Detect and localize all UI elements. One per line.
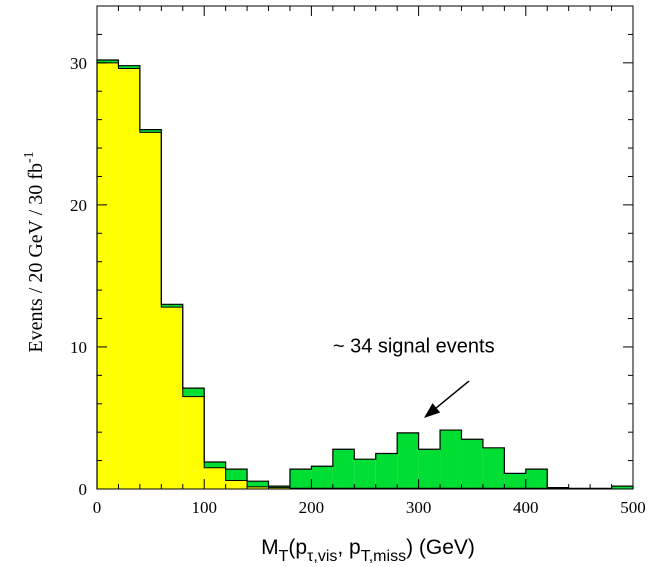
bar-signal — [225, 469, 248, 481]
bar-signal — [461, 439, 483, 489]
bar-background — [118, 68, 140, 489]
bar-signal — [311, 466, 333, 489]
x-tick-label: 400 — [513, 498, 539, 517]
x-axis-title: MT(pτ,vis, pT,miss) (GeV) — [261, 536, 475, 565]
bar-signal — [332, 449, 355, 489]
y-tick-label: 10 — [70, 338, 87, 357]
bar-background — [97, 62, 119, 490]
x-axis-title-close: ) (GeV) — [406, 536, 475, 559]
bar-signal — [204, 462, 226, 468]
bar-signal — [161, 304, 183, 308]
histogram-bars — [97, 59, 633, 490]
x-axis-title-open: (p — [288, 536, 307, 559]
x-tick-label: 300 — [406, 498, 432, 517]
bar-signal — [97, 59, 119, 63]
x-axis-title-sub-vis: τ,vis — [307, 548, 337, 565]
bar-background — [247, 486, 269, 489]
bar-signal — [440, 430, 462, 489]
y-axis-ticks: 0 10 20 30 — [70, 5, 633, 499]
y-axis-title: Events / 20 GeV / 30 fb-1 — [22, 151, 47, 352]
x-axis-title-m: M — [261, 536, 279, 559]
bar-background — [139, 132, 162, 489]
x-axis-title-sub-miss: T,miss — [361, 548, 406, 565]
bar-background — [268, 487, 290, 489]
bar-signal — [247, 481, 269, 487]
bar-signal — [418, 449, 441, 489]
bar-signal — [268, 486, 290, 488]
bar-background — [225, 480, 248, 489]
y-tick-label: 0 — [79, 480, 88, 499]
y-axis-title-main: Events / 20 GeV / 30 fb — [25, 163, 47, 353]
x-tick-label: 0 — [93, 498, 102, 517]
bar-signal — [139, 129, 162, 133]
bar-signal — [504, 473, 526, 489]
bar-signal — [525, 469, 548, 489]
x-tick-label: 500 — [620, 498, 646, 517]
x-axis-title-comma: , p — [337, 536, 360, 559]
bar-signal — [397, 432, 419, 489]
bar-background — [182, 396, 205, 489]
bar-background — [204, 467, 226, 489]
annotation-arrow — [435, 380, 470, 409]
bar-signal — [375, 453, 398, 489]
x-axis-ticks: 0 100 200 300 400 500 — [93, 6, 646, 517]
y-axis-title-superscript: -1 — [22, 151, 37, 163]
bar-signal — [611, 486, 633, 489]
bar-signal — [182, 388, 205, 397]
signal-events-annotation: ~ 34 signal events — [333, 336, 495, 358]
bar-background — [161, 307, 183, 489]
x-tick-label: 200 — [299, 498, 325, 517]
bar-signal — [289, 469, 312, 489]
bar-signal — [482, 447, 505, 489]
bar-signal — [118, 65, 140, 69]
annotation-arrowhead — [423, 403, 441, 418]
plot-frame — [96, 5, 634, 490]
bar-signal — [354, 459, 376, 489]
x-tick-label: 100 — [191, 498, 217, 517]
y-tick-label: 30 — [70, 54, 87, 73]
y-tick-label: 20 — [70, 196, 87, 215]
total-outline — [96, 59, 634, 489]
x-axis-title-sub-t: T — [279, 548, 289, 565]
